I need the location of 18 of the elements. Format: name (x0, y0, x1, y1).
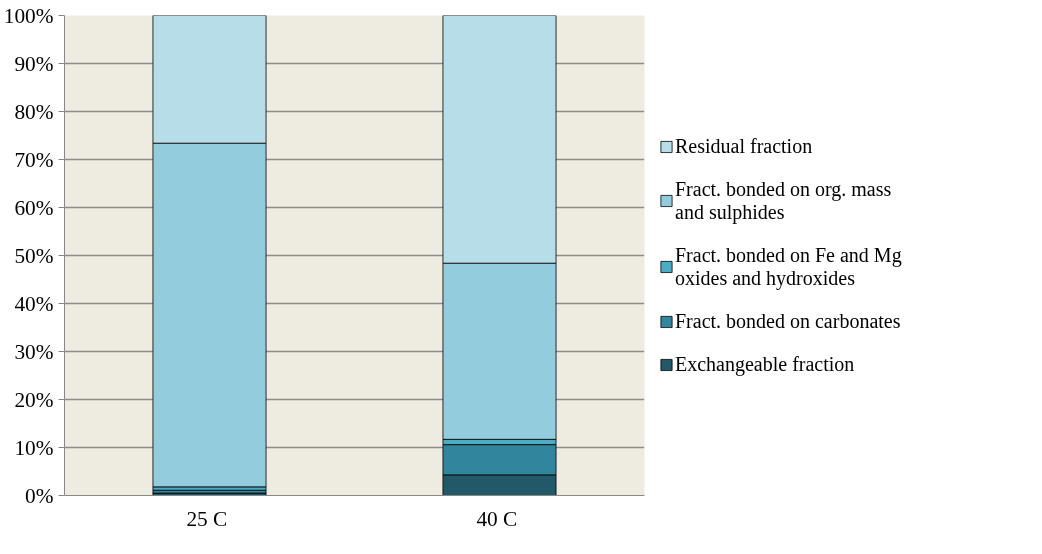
y-tick-label: 20% (14, 387, 54, 412)
y-tick-label: 10% (14, 435, 54, 460)
y-tick-label: 0% (25, 483, 54, 508)
y-tick-label: 80% (14, 99, 54, 124)
y-tick-label: 50% (14, 243, 54, 268)
y-tick-label: 100% (3, 3, 54, 28)
x-tick-label: 25 C (186, 506, 228, 531)
legend-label: Residual fraction (675, 134, 813, 158)
y-tick-label: 40% (14, 291, 54, 316)
y-tick-label: 70% (14, 147, 54, 172)
y-tick-label: 30% (14, 339, 54, 364)
legend-label: Exchangeable fraction (675, 352, 855, 376)
y-tick-label: 60% (14, 195, 54, 220)
legend-label: Fract. bonded on carbonates (675, 309, 901, 333)
x-tick-label: 40 C (476, 506, 518, 531)
legend-label: Fract. bonded on Fe and Mg oxides and hydroxides (675, 243, 902, 290)
y-tick-label: 90% (14, 51, 54, 76)
legend-label: Fract. bonded on org. mass and sulphides (675, 177, 892, 224)
